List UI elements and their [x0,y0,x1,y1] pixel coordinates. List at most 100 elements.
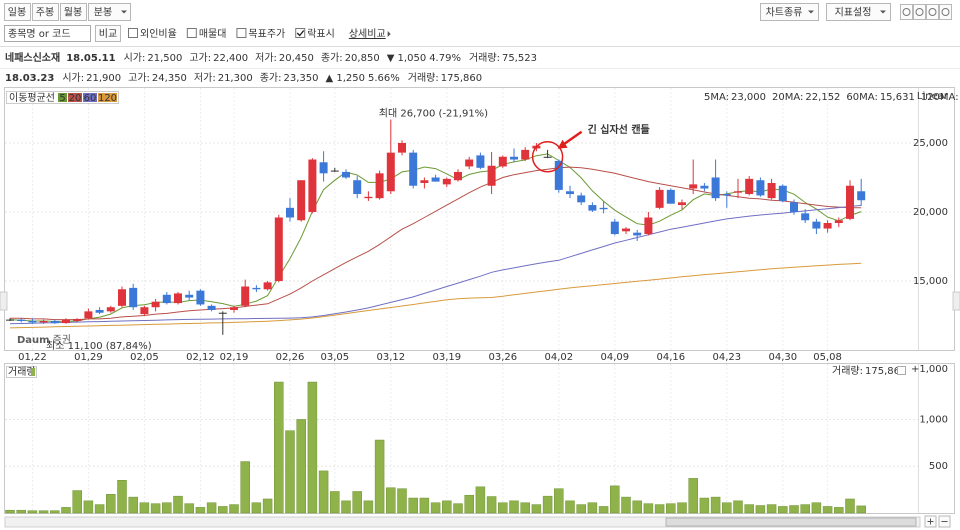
candle-body [857,191,866,201]
detail-arrow [387,31,391,37]
x-tick-label: 04,02 [544,352,573,363]
quote-text: ▲ 1,250 [325,73,365,84]
candle-body [162,294,171,304]
dropdown-button[interactable] [826,3,891,21]
candle-body [834,220,843,224]
period-tab-label: 월봉 [64,7,82,19]
quote-text: 22,400 [213,53,248,64]
volume-readout-value: 175,860 [865,366,906,377]
volume-bar [195,507,206,514]
candle-body [454,171,462,181]
tool-icon[interactable] [913,4,926,20]
volume-bar [117,480,127,514]
dropdown-label: 지표설정 [835,7,872,19]
candle-body [778,185,787,201]
tool-icon[interactable] [926,4,939,20]
volume-bar [811,502,822,514]
volume-bar [363,500,374,514]
volume-bar [442,500,452,514]
period-tab[interactable] [4,3,31,21]
checkbox[interactable] [295,28,306,38]
callout-circle [531,141,564,173]
quote-text: 21,900 [86,73,121,84]
watermark: 증권 [53,334,71,346]
period-tab[interactable] [32,3,59,21]
candle-body [95,309,104,313]
candle-body [476,155,485,168]
checkbox[interactable] [186,28,197,38]
checkbox[interactable] [236,28,247,38]
ma-legend-button[interactable] [98,93,117,102]
compare-button[interactable] [95,25,121,42]
candle-body [644,217,653,235]
y-tick-label: 20,000 [913,207,948,218]
ma-line [9,262,862,329]
volume-bar [486,496,497,514]
candle-body [465,159,474,167]
candle-body [342,171,350,178]
x-tick-label: 03,05 [320,352,349,363]
candle-body [823,223,832,229]
ma-legend-button[interactable] [68,93,82,102]
ma-legend-button[interactable] [58,93,67,102]
checkbox[interactable] [128,28,138,38]
dropdown-button[interactable] [760,3,819,21]
candle-body [666,189,675,204]
volume-bar [184,503,194,514]
candle-body [118,289,126,306]
volume-bar [251,502,262,514]
volume-bar [498,502,508,514]
dropdown-arrow [808,10,814,14]
search-input[interactable] [4,25,91,42]
quote-text: 시가: [124,52,146,64]
collapse-handle[interactable] [0,291,8,311]
candle-body [655,189,664,208]
volume-bar [5,509,15,514]
scrollbar-track[interactable] [4,516,921,528]
volume-bar [778,506,788,514]
period-tab[interactable] [88,3,131,21]
candle-body [722,194,731,196]
volume-bar [744,504,754,514]
quote-text: 18.05.11 [66,53,115,64]
ma-readout-label: 60MA: [846,92,877,103]
candle-body [207,305,216,310]
check-mark [296,30,305,37]
max-label: 최대 26,700 (-21,91%) [379,108,488,120]
candle-body [73,318,82,322]
tool-icon-glyph [941,8,950,16]
candle-body [129,287,138,308]
volume-bar [352,491,362,514]
quote-text: 거래량: [469,52,500,64]
candle-body [263,282,272,290]
ma-readout-value: 23,000 [731,92,766,103]
volume-bar [274,381,284,514]
volume-bar [621,496,631,514]
volume-bar [94,504,105,514]
candle-body [633,232,642,236]
x-tick-label: 01,29 [74,352,103,363]
search-placeholder: 종목명 or 코드 [8,28,71,40]
quote-text: 저가: [194,72,216,84]
ma-legend-button[interactable] [83,93,97,102]
x-tick-label: 02,05 [130,352,159,363]
quote-text: 175,860 [441,73,482,84]
scrollbar-thumb[interactable] [665,517,917,527]
tool-icon[interactable] [939,4,952,20]
candle-body [174,293,182,304]
tool-icon[interactable] [900,4,913,20]
volume-bar [374,439,385,514]
tool-icon-glyph [928,8,937,16]
volume-bar [162,502,172,514]
candle-body [431,177,440,182]
quote-text: 종가: [260,72,282,84]
quote-text: 네패스신소재 [5,51,60,64]
period-tab[interactable] [60,3,87,21]
collapse-handle[interactable] [952,291,960,311]
scale-label: Linear [917,91,949,102]
detail-link[interactable]: 상세비교 [349,28,386,40]
close-box[interactable] [897,366,906,375]
x-tick-label: 02,12 [186,352,215,363]
volume-bar [677,502,687,514]
volume-bar [27,510,38,514]
